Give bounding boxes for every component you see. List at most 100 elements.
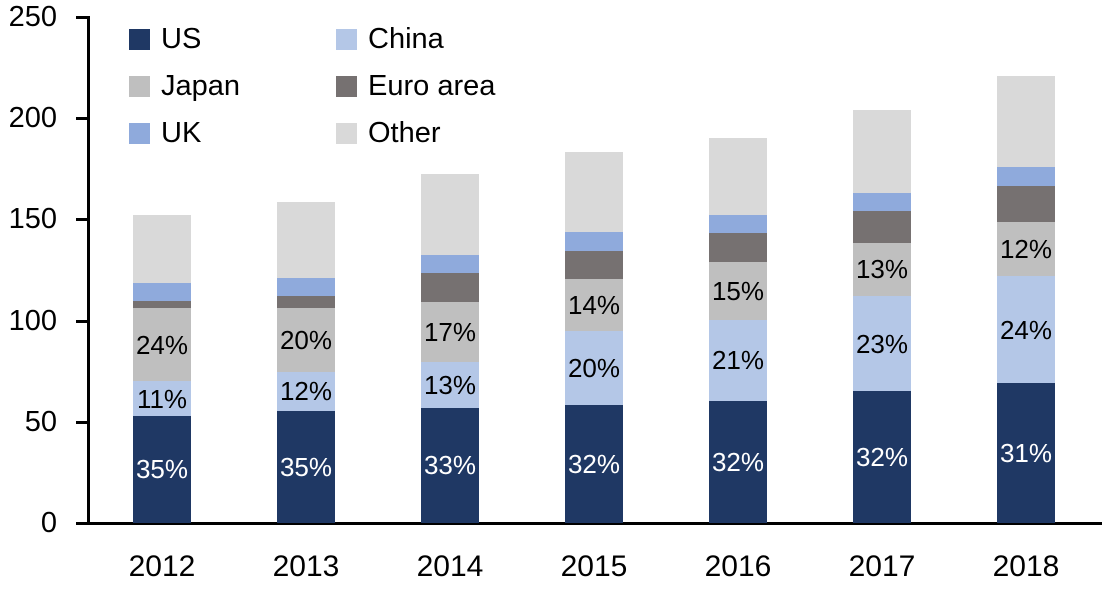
x-axis-line bbox=[76, 522, 1102, 525]
legend-swatch-us bbox=[129, 28, 150, 50]
bar-segment-us-2018: 31% bbox=[997, 383, 1055, 523]
bar-segment-euro-area-2014 bbox=[421, 273, 479, 303]
legend-swatch-japan bbox=[129, 75, 150, 97]
bar-segment-other-2014 bbox=[421, 173, 479, 255]
bar-segment-label: 20% bbox=[567, 352, 621, 383]
y-axis-tick-mark bbox=[76, 16, 89, 19]
bar-segment-china-2013: 12% bbox=[277, 372, 335, 411]
bar-segment-uk-2014 bbox=[421, 254, 479, 274]
bar-segment-uk-2015 bbox=[565, 231, 623, 251]
bar-segment-us-2017: 32% bbox=[853, 391, 911, 523]
bar-segment-japan-2014: 17% bbox=[421, 302, 479, 363]
bar-segment-uk-2013 bbox=[277, 278, 335, 297]
bar-segment-label: 23% bbox=[855, 328, 909, 359]
x-axis-label-2013: 2013 bbox=[272, 550, 340, 583]
bar-segment-label: 15% bbox=[711, 275, 765, 306]
bar-segment-china-2014: 13% bbox=[421, 362, 479, 408]
legend-swatch-uk bbox=[129, 122, 150, 144]
legend-item-us: US bbox=[129, 22, 336, 56]
bar-segment-us-2013: 35% bbox=[277, 410, 335, 523]
bar-segment-label: 24% bbox=[135, 329, 189, 360]
bar-segment-label: 32% bbox=[855, 442, 909, 473]
bar-segment-japan-2013: 20% bbox=[277, 308, 335, 373]
x-axis-label-2014: 2014 bbox=[416, 550, 484, 583]
bar-segment-uk-2016 bbox=[709, 215, 767, 233]
y-axis-line bbox=[87, 16, 90, 525]
bar-segment-other-2013 bbox=[277, 202, 335, 279]
bar-segment-china-2018: 24% bbox=[997, 276, 1055, 384]
bar-segment-label: 13% bbox=[855, 254, 909, 285]
legend-label: Euro area bbox=[368, 70, 496, 102]
legend-item-uk: UK bbox=[129, 116, 336, 150]
legend-label: Other bbox=[368, 117, 441, 149]
legend-item-china: China bbox=[336, 22, 596, 56]
legend: US China Japan Euro area UK Other bbox=[129, 22, 596, 150]
bar-segment-label: 17% bbox=[423, 317, 477, 348]
y-axis-tick-mark bbox=[76, 319, 89, 323]
bar-segment-euro-area-2016 bbox=[709, 232, 767, 262]
bar-segment-us-2016: 32% bbox=[709, 400, 767, 523]
bar-segment-label: 32% bbox=[711, 446, 765, 477]
bar-segment-label: 21% bbox=[711, 345, 765, 376]
bar-segment-euro-area-2013 bbox=[277, 296, 335, 309]
y-axis-tick-mark bbox=[76, 117, 89, 121]
bar-segment-label: 24% bbox=[999, 314, 1053, 345]
legend-item-japan: Japan bbox=[129, 69, 336, 103]
bar-segment-uk-2017 bbox=[853, 193, 911, 212]
bar-segment-japan-2017: 13% bbox=[853, 242, 911, 297]
bar-segment-china-2016: 21% bbox=[709, 319, 767, 401]
bar-segment-japan-2018: 12% bbox=[997, 222, 1055, 277]
y-axis-tick-label: 150 bbox=[8, 203, 57, 236]
bar-segment-label: 35% bbox=[279, 451, 333, 482]
bar-segment-other-2017 bbox=[853, 110, 911, 194]
bar-segment-label: 11% bbox=[136, 383, 188, 414]
bar-segment-uk-2012 bbox=[133, 283, 191, 302]
bar-segment-japan-2015: 14% bbox=[565, 279, 623, 331]
bar-segment-other-2018 bbox=[997, 75, 1055, 167]
bar-segment-label: 33% bbox=[423, 450, 477, 481]
bar-segment-us-2012: 35% bbox=[133, 415, 191, 523]
legend-item-other: Other bbox=[336, 116, 596, 150]
bar-segment-euro-area-2017 bbox=[853, 211, 911, 243]
bar-segment-us-2014: 33% bbox=[421, 407, 479, 523]
y-axis-tick-mark bbox=[76, 420, 89, 424]
legend-swatch-other bbox=[336, 122, 357, 144]
bar-segment-us-2015: 32% bbox=[565, 404, 623, 523]
y-axis-tick-label: 200 bbox=[8, 102, 57, 135]
bar-segment-label: 31% bbox=[999, 438, 1053, 469]
bar-segment-other-2016 bbox=[709, 138, 767, 216]
bar-segment-japan-2016: 15% bbox=[709, 261, 767, 320]
x-axis-label-2017: 2017 bbox=[848, 550, 916, 583]
bar-segment-uk-2018 bbox=[997, 166, 1055, 186]
bar-segment-other-2015 bbox=[565, 151, 623, 232]
bar-segment-china-2012: 11% bbox=[133, 381, 191, 416]
bar-segment-label: 35% bbox=[135, 454, 189, 485]
bar-segment-label: 13% bbox=[423, 369, 477, 400]
y-axis-tick-label: 50 bbox=[24, 405, 57, 438]
legend-swatch-euro-area bbox=[336, 75, 357, 97]
legend-label: US bbox=[161, 23, 202, 55]
legend-swatch-china bbox=[336, 28, 357, 50]
bar-segment-euro-area-2018 bbox=[997, 186, 1055, 223]
bar-segment-other-2012 bbox=[133, 215, 191, 284]
y-axis-tick-label: 0 bbox=[40, 507, 57, 539]
bar-segment-euro-area-2012 bbox=[133, 301, 191, 309]
x-axis-label-2016: 2016 bbox=[704, 550, 772, 583]
x-axis-label-2012: 2012 bbox=[128, 550, 196, 583]
legend-label: Japan bbox=[161, 70, 241, 102]
bar-segment-label: 32% bbox=[567, 448, 621, 479]
x-axis-label-2015: 2015 bbox=[560, 550, 628, 583]
bar-segment-euro-area-2015 bbox=[565, 250, 623, 280]
legend-label: China bbox=[368, 23, 444, 55]
bar-segment-japan-2012: 24% bbox=[133, 308, 191, 382]
y-axis-tick-label: 250 bbox=[8, 1, 57, 33]
y-axis-tick-label: 100 bbox=[8, 304, 57, 337]
bar-segment-label: 12% bbox=[999, 234, 1053, 265]
bar-segment-label: 14% bbox=[567, 289, 621, 320]
y-axis-tick-mark bbox=[76, 218, 89, 222]
legend-item-euro-area: Euro area bbox=[336, 69, 596, 103]
bar-segment-china-2017: 23% bbox=[853, 296, 911, 392]
x-axis-label-2018: 2018 bbox=[992, 550, 1060, 583]
bar-segment-label: 12% bbox=[279, 376, 333, 407]
